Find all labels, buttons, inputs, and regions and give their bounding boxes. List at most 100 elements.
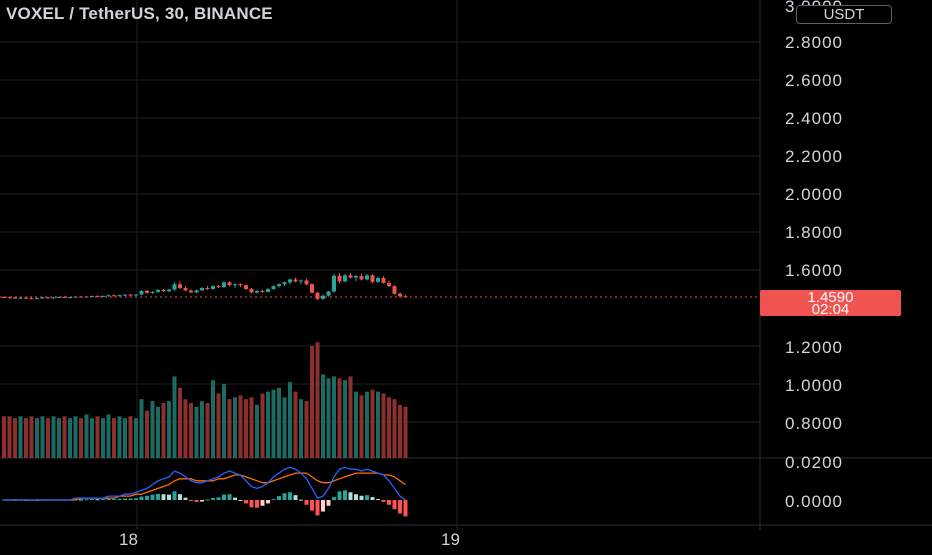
price-tick: 2.0000 (785, 185, 843, 204)
histogram-bar (134, 498, 138, 500)
volume-bar (392, 399, 397, 458)
candle-body (172, 284, 177, 290)
candle-body (139, 290, 144, 295)
histogram-bar (354, 494, 358, 500)
histogram-bar (332, 497, 336, 500)
candle-body (2, 296, 6, 298)
volume-bar (288, 382, 292, 458)
volume-bar (271, 389, 276, 458)
volume-bar (123, 418, 127, 458)
volume-bar (370, 389, 375, 458)
price-tick: 1.2000 (785, 338, 843, 357)
volume-bar (365, 391, 369, 458)
volume-bar (326, 378, 331, 458)
volume-bar (227, 399, 232, 458)
histogram-bar (238, 500, 243, 501)
volume-bar (24, 418, 28, 458)
volume-bar (255, 404, 259, 458)
histogram-bar (376, 499, 380, 501)
volume-bar (387, 397, 391, 458)
candle-body (271, 286, 276, 289)
time-label-19: 19 (441, 530, 460, 549)
chart-grid (0, 0, 932, 530)
macd-oscillator (2, 466, 408, 517)
histogram-bar (255, 500, 259, 508)
histogram-bar (233, 497, 237, 500)
histogram-bar (359, 495, 364, 500)
currency-unit-badge[interactable]: USDT (796, 5, 892, 24)
price-tick: 1.0000 (785, 376, 843, 395)
histogram-bar (128, 498, 133, 500)
candle-body (255, 290, 259, 293)
histogram-bar (260, 500, 265, 506)
volume-bar (343, 380, 347, 458)
volume-bar (79, 418, 83, 458)
histogram-bar (315, 500, 320, 516)
histogram-bar (392, 500, 397, 510)
volume-bar (73, 416, 78, 458)
oscillator-axis[interactable]: 0.0200 0.0000 (785, 453, 843, 511)
candle-body (205, 288, 210, 290)
volume-bar (57, 418, 61, 458)
histogram-bar (321, 500, 325, 512)
histogram-bar (293, 495, 298, 500)
candle-body (222, 282, 226, 288)
price-tick: 0.8000 (785, 414, 843, 433)
volume-bar (2, 416, 6, 458)
candle-body (145, 290, 149, 293)
volume-bar (112, 418, 116, 458)
volume-bar (200, 401, 204, 458)
volume-bar (84, 414, 89, 458)
candle-body (46, 297, 50, 299)
volume-bar (332, 376, 336, 458)
histogram-bar (172, 491, 177, 500)
candle-body (233, 284, 237, 286)
candle-body (348, 275, 353, 278)
histogram-bar (310, 500, 314, 511)
osc-tick: 0.0000 (785, 492, 843, 511)
histogram-bar (117, 498, 122, 500)
candle-body (244, 285, 248, 289)
candle-body (101, 295, 105, 297)
candle-body (57, 296, 61, 298)
volume-bar (304, 401, 309, 458)
candlesticks (2, 272, 408, 301)
candle-body (68, 297, 72, 299)
volume-bar (128, 416, 133, 458)
histogram-bar (161, 494, 166, 500)
volume-bar (216, 393, 221, 458)
candle-body (315, 292, 320, 299)
volume-bar (282, 397, 287, 458)
volume-bar (161, 403, 166, 458)
price-axis[interactable]: 3.0000 2.8000 2.6000 2.4000 2.2000 2.000… (785, 0, 843, 433)
histogram-bar (123, 498, 127, 500)
volume-bar (249, 397, 254, 458)
volume-bar (40, 416, 45, 458)
candle-body (365, 275, 369, 280)
volume-bar (337, 378, 342, 458)
candle-body (7, 297, 12, 299)
candle-body (249, 289, 254, 293)
volume-bar (13, 418, 17, 458)
symbol-title[interactable]: VOXEL / TetherUS, 30, BINANCE (6, 4, 273, 23)
histogram-bar (222, 494, 226, 500)
histogram-bar (183, 497, 188, 500)
candle-body (354, 276, 358, 278)
volume-bars (2, 342, 408, 458)
volume-bar (29, 416, 34, 458)
histogram-bar (95, 499, 100, 501)
candle-body (238, 284, 243, 286)
histogram-bar (249, 500, 254, 508)
volume-bar (106, 414, 111, 458)
histogram-bar (90, 499, 94, 501)
candle-body (51, 297, 56, 299)
histogram-bar (343, 490, 347, 500)
volume-bar (189, 403, 193, 458)
candle-body (161, 289, 166, 292)
time-axis[interactable]: 18 19 (119, 530, 460, 549)
last-price-label: 1.4590 02:04 (760, 290, 901, 318)
candle-body (112, 295, 116, 297)
bar-countdown: 02:04 (811, 301, 850, 318)
